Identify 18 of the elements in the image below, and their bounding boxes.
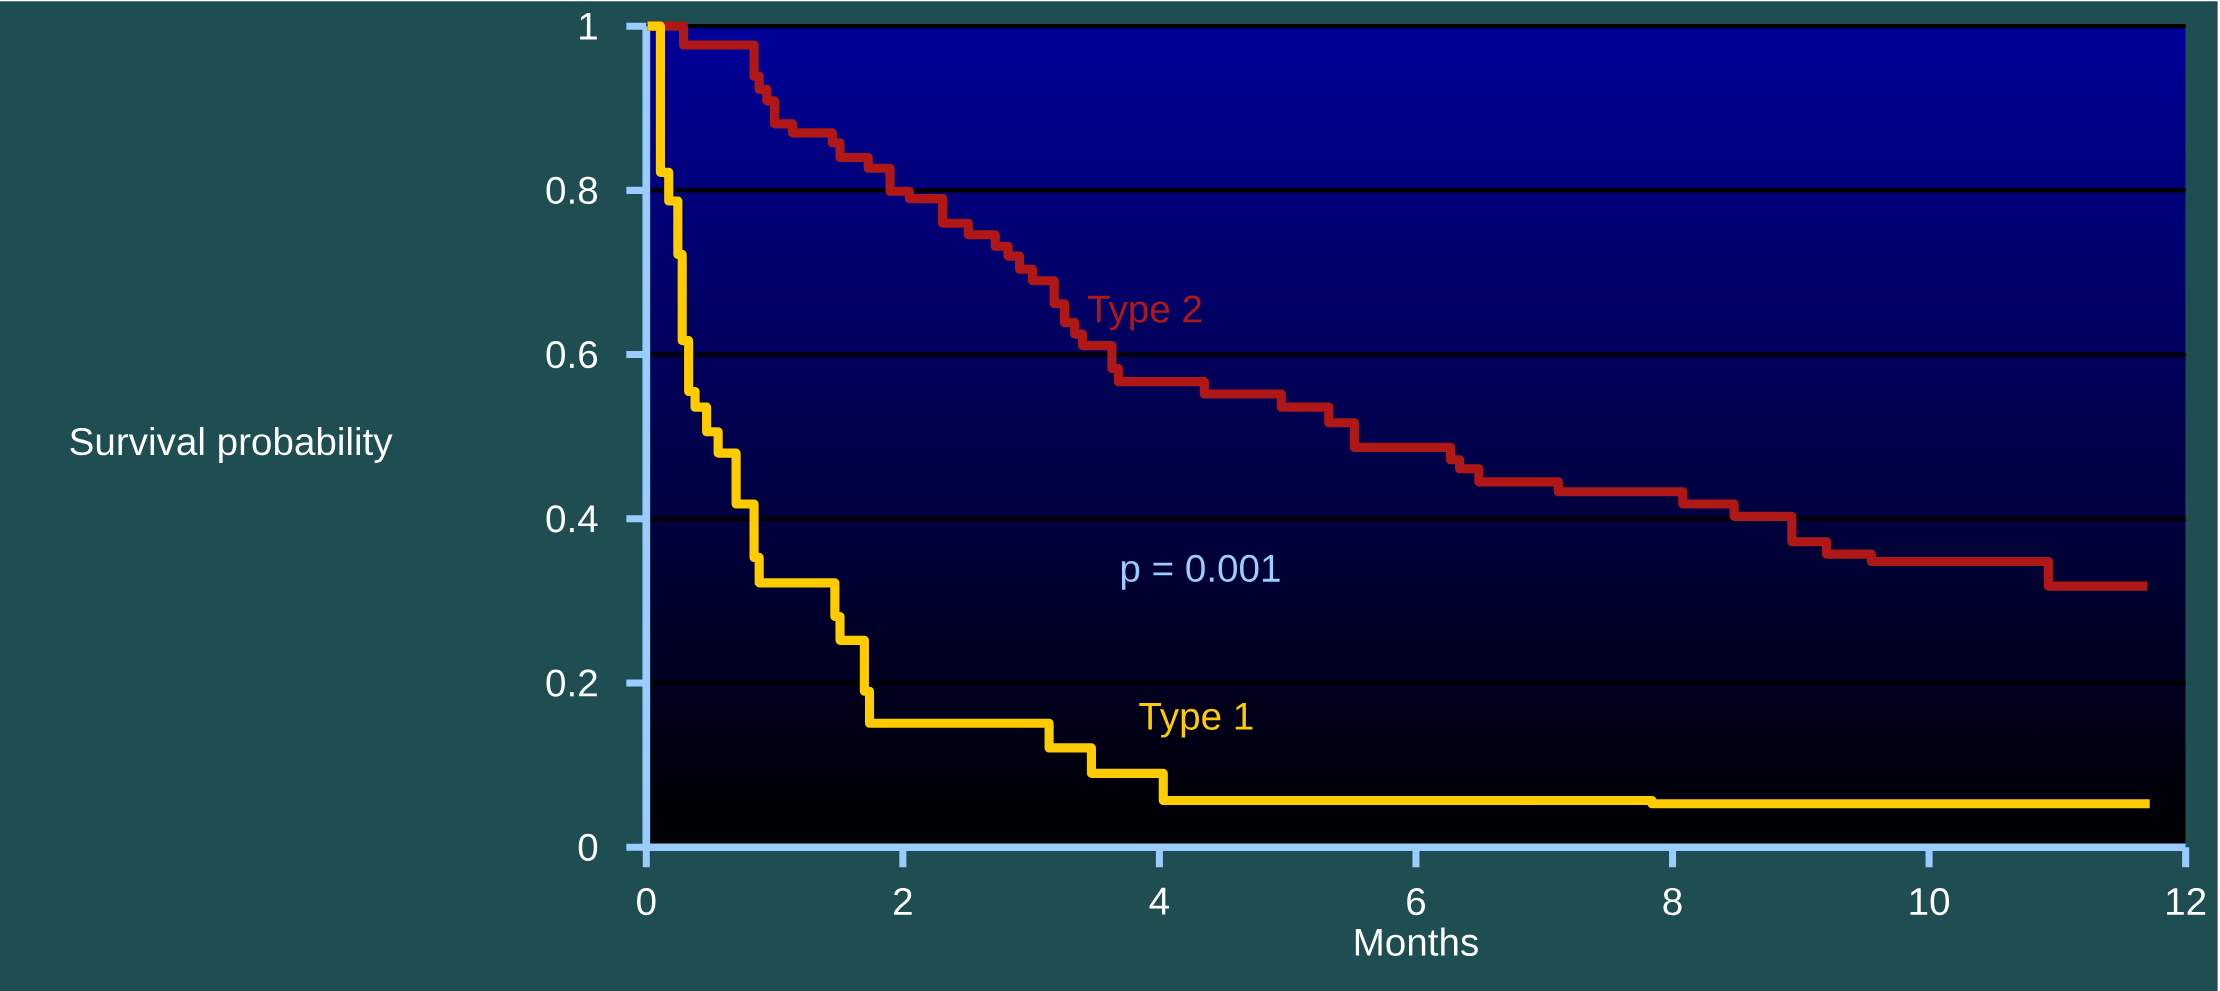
x-tick-label: 6 <box>1407 887 1426 916</box>
x-tick-label: 12 <box>2167 887 2206 915</box>
series-label: Type 2 <box>1087 295 1202 331</box>
series-label: Type 1 <box>1139 703 1253 738</box>
x-tick-label: 8 <box>1663 887 1682 916</box>
x-tick-label: 10 <box>1910 887 1950 916</box>
x-tick-label: 4 <box>1149 887 1169 915</box>
y-tick-label: 1 <box>580 12 597 40</box>
y-tick-label: 0.4 <box>546 505 598 533</box>
y-tick-label: 0.2 <box>546 669 597 697</box>
y-tick-label: 0 <box>578 833 598 861</box>
x-tick-label: 2 <box>894 887 912 915</box>
y-tick-label: 0.8 <box>546 176 597 205</box>
x-tick-label: 0 <box>637 887 656 916</box>
y-tick-label: 0.6 <box>546 340 597 369</box>
y-axis-title: Survival probability <box>70 426 393 463</box>
annotation: p = 0.001 <box>1121 554 1280 590</box>
x-axis-title: Months <box>1355 927 1478 956</box>
